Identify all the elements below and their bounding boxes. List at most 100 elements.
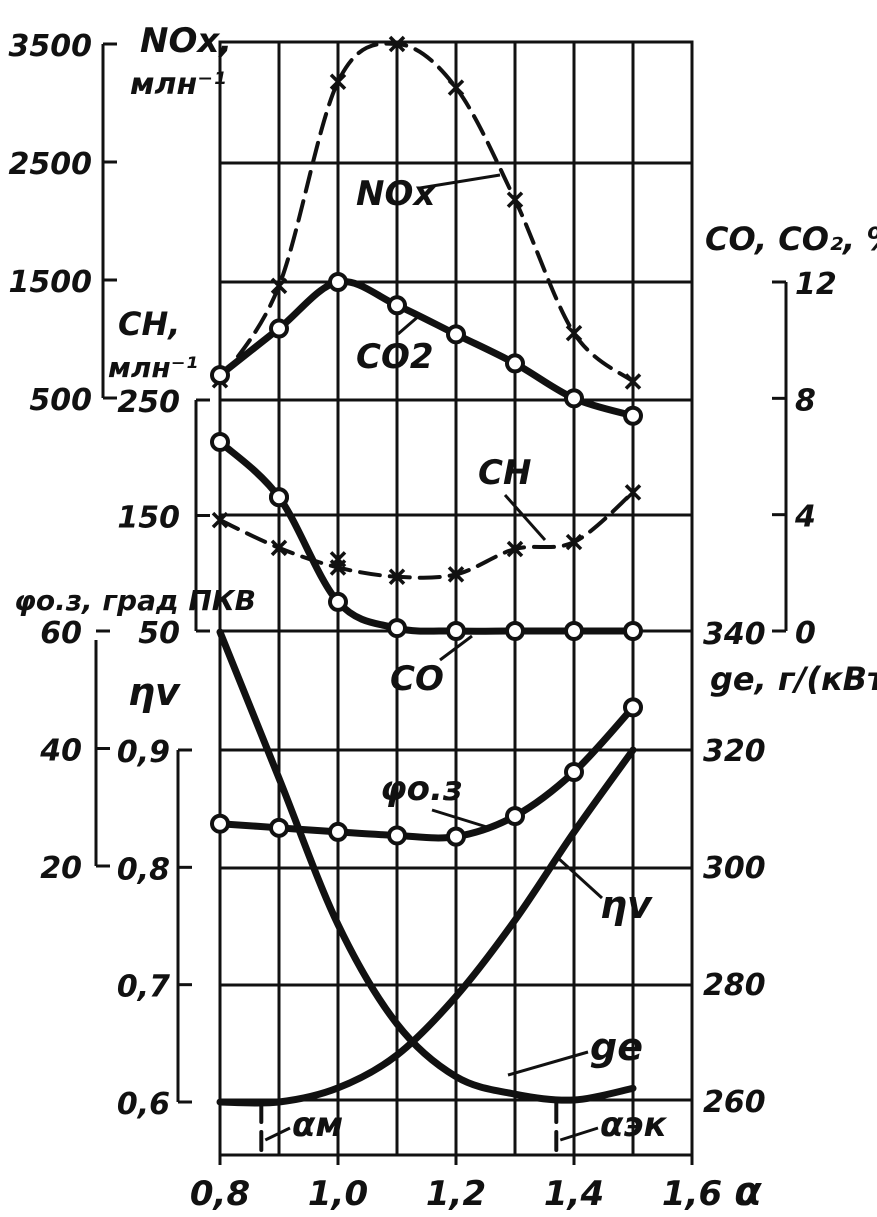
axis-tick-label-ch: 50 (138, 616, 180, 651)
point-CO (387, 618, 407, 639)
leader-phi (431, 808, 491, 830)
series-label-NOx: NOx (356, 174, 436, 214)
series-label-v: ηv (600, 883, 653, 927)
point-NOx (388, 35, 406, 53)
point-CH (329, 551, 347, 568)
axis-tick-label-eta: 0,9 (117, 735, 170, 770)
point-CH (565, 533, 583, 551)
marker-label-1: αэк (600, 1105, 668, 1145)
series-label-ge: ge (590, 1025, 643, 1069)
x-axis-label: α (734, 1169, 762, 1215)
axis-tick-label-ge: 340 (703, 617, 766, 652)
point-CO2 (387, 295, 407, 316)
point-phi (387, 825, 407, 846)
axis-tick-label-eta: 0,8 (117, 852, 170, 887)
point-CH (388, 568, 406, 585)
point-CO (210, 431, 230, 452)
point-NOx (506, 191, 524, 208)
axis-title-unit-nox: млн⁻¹ (130, 67, 226, 102)
axis-tick-label-ge: 260 (703, 1085, 766, 1120)
axis-tick-label-ch: 150 (117, 501, 180, 536)
leader-CO2 (397, 313, 421, 336)
point-NOx (624, 373, 642, 390)
point-phi (328, 821, 348, 842)
leader-ge (507, 1050, 589, 1077)
point-phi (210, 813, 230, 834)
series-line-NOx (218, 41, 635, 384)
series-line-v (216, 746, 637, 1107)
series-label-phi: φо.з (380, 769, 463, 809)
series-label-CO: CO (390, 659, 444, 699)
point-CO2 (623, 405, 643, 426)
point-CH (624, 484, 642, 501)
marker-leader-0 (264, 1126, 291, 1142)
point-CH (211, 511, 229, 529)
leader-v (556, 856, 604, 900)
point-NOx (565, 324, 583, 342)
marker-label-0: αм (292, 1105, 343, 1145)
x-tick-label: 1,2 (426, 1174, 486, 1214)
point-CO-extra (269, 487, 289, 508)
axis-tick-label-phi: 60 (40, 616, 82, 651)
axis-title-ge: ge, г/(кВт·ч) (710, 660, 877, 698)
point-CH (447, 566, 465, 583)
point-phi (564, 762, 584, 782)
point-CO (446, 621, 466, 641)
point-CO2 (210, 365, 230, 386)
point-CO (564, 621, 584, 641)
point-NOx (270, 277, 288, 295)
point-CH (270, 539, 288, 557)
axis-title-eta: ηv (128, 670, 181, 714)
point-NOx (447, 79, 465, 96)
axis-tick-label-ge: 300 (703, 851, 766, 886)
point-phi (505, 806, 525, 827)
axis-tick-label-nox: 2500 (9, 147, 93, 182)
series-label-CH: CH (478, 453, 531, 493)
point-CO2 (269, 318, 289, 339)
axis-tick-label-co: 4 (794, 500, 816, 535)
chart-grid (218, 40, 694, 1157)
axis-title-unit-ch: млн⁻¹ (108, 351, 198, 384)
point-CO2 (505, 353, 525, 374)
axis-title-co: CO, CO₂, % (705, 220, 877, 258)
axis-title-ch: CH, (118, 305, 180, 343)
axis-tick-label-nox: 3500 (9, 29, 93, 64)
x-tick-label: 0,8 (190, 1174, 250, 1214)
axis-tick-label-co: 0 (795, 616, 816, 651)
leader-CH (503, 494, 547, 541)
chart-series (210, 35, 643, 1152)
axis-tick-label-co: 8 (795, 383, 816, 418)
x-tick-label: 1,0 (308, 1174, 368, 1214)
point-CO2 (446, 324, 466, 345)
point-CO (505, 621, 525, 641)
point-CO2 (328, 272, 348, 292)
axis-tick-label-eta: 0,6 (117, 1087, 170, 1122)
leader-NOx (419, 173, 501, 190)
x-tick-label: 1,6 (662, 1174, 722, 1214)
leader-CO (439, 634, 473, 662)
point-CO2 (564, 388, 584, 409)
axis-tick-label-phi: 20 (40, 851, 82, 886)
axis-tick-label-phi: 40 (39, 734, 82, 769)
point-CO (623, 621, 643, 641)
point-phi (269, 817, 289, 838)
point-phi (446, 826, 466, 847)
axis-tick-label-ge: 280 (703, 968, 766, 1003)
point-phi (623, 697, 643, 718)
chart-axes (94, 42, 788, 1165)
series-label-CO2: CO2 (356, 337, 434, 377)
point-CO (328, 591, 348, 612)
point-NOx (329, 73, 347, 90)
point-CH (506, 540, 524, 558)
axis-tick-label-nox: 500 (29, 383, 92, 418)
marker-leader-1 (559, 1126, 599, 1142)
chart-labels: 0,8 1,0 1,2 1,4 1,6 α 3500 2500 1500 500 250 150 50 1… (9, 21, 877, 1215)
series-line-CO (216, 438, 637, 635)
x-tick-label: 1,4 (544, 1174, 604, 1214)
axis-tick-label-co: 12 (795, 267, 837, 302)
axis-title-phi: φо.з, град ПКВ (14, 584, 256, 617)
axis-tick-label-ge: 320 (703, 734, 766, 769)
axis-tick-label-ch: 250 (117, 385, 180, 420)
axis-tick-label-eta: 0,7 (117, 970, 170, 1005)
